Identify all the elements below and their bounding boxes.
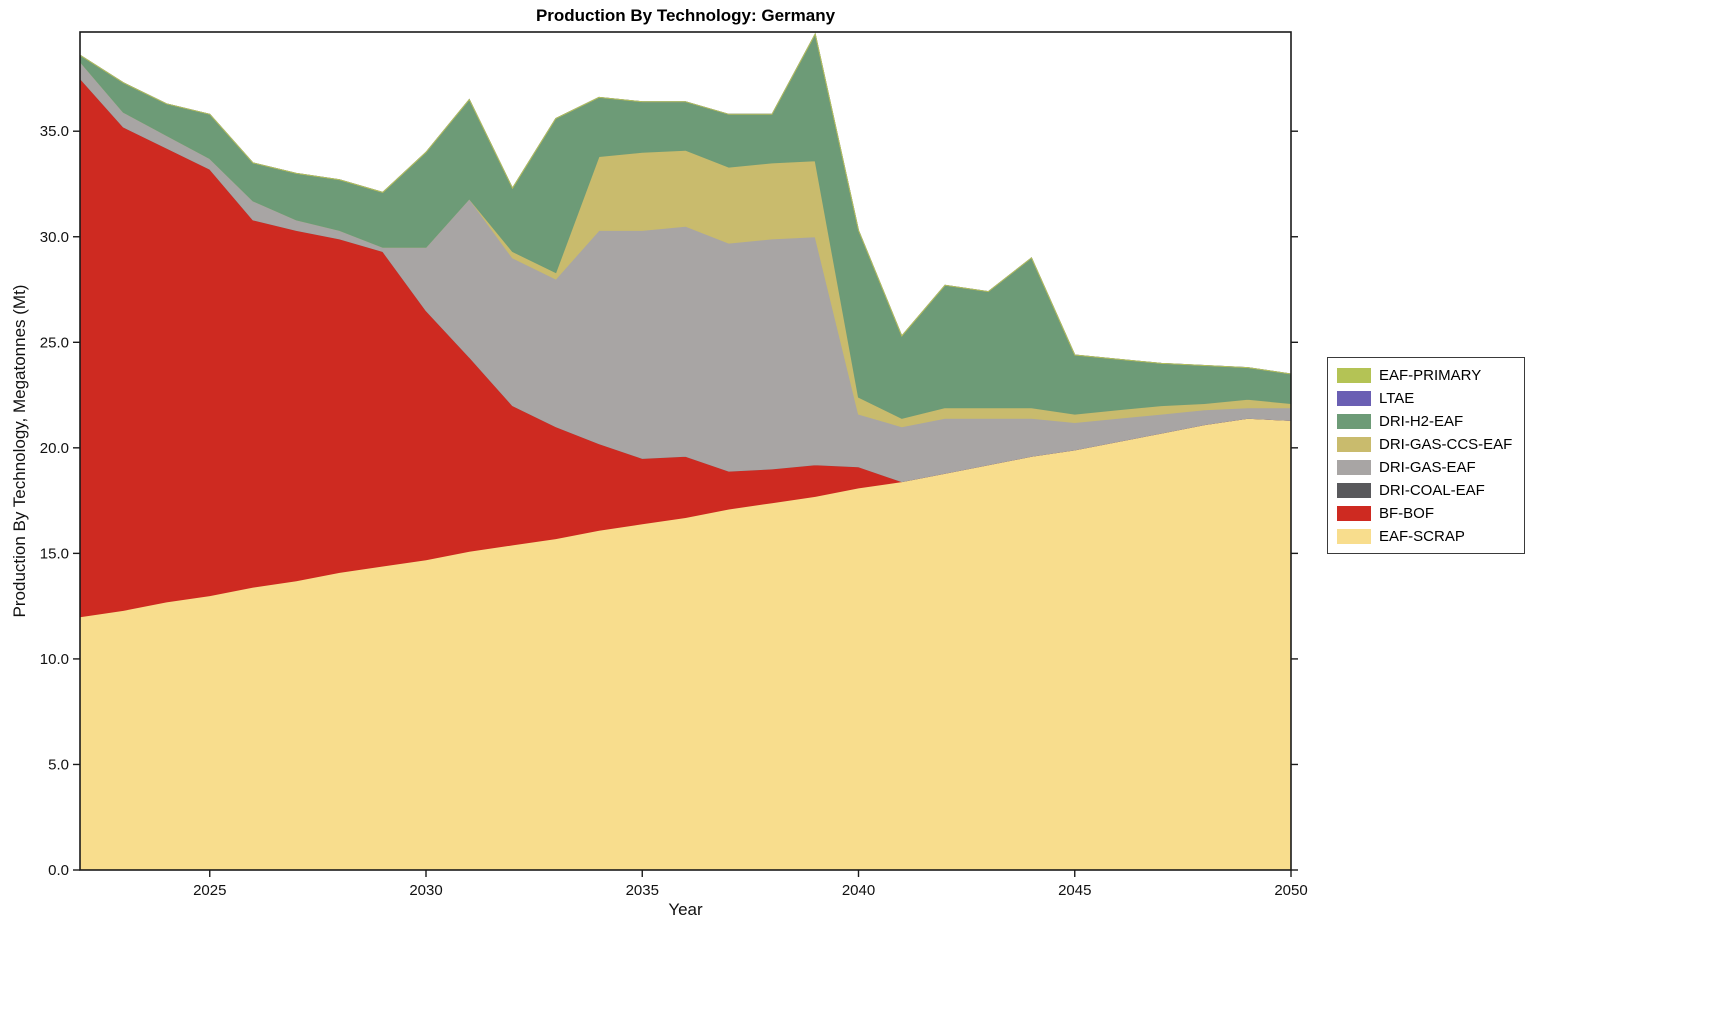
y-tick-label: 15.0 <box>40 545 69 562</box>
legend-item-dri-coal-eaf: DRI-COAL-EAF <box>1337 480 1512 500</box>
legend-item-dri-h2-eaf: DRI-H2-EAF <box>1337 411 1512 431</box>
y-tick-label: 20.0 <box>40 440 69 457</box>
legend: EAF-PRIMARY LTAE DRI-H2-EAF DRI-GAS-CCS-EAF… <box>1327 357 1526 554</box>
legend-label: DRI-GAS-EAF <box>1379 458 1476 476</box>
area-series-group <box>80 32 1291 870</box>
x-axis-label: Year <box>668 900 703 919</box>
legend-item-eaf-scrap: EAF-SCRAP <box>1337 526 1512 546</box>
x-tick-label: 2045 <box>1058 882 1091 899</box>
x-tick-label: 2025 <box>193 882 226 899</box>
y-tick-label: 5.0 <box>48 756 69 773</box>
legend-swatch-icon <box>1337 390 1371 406</box>
y-tick-label: 25.0 <box>40 334 69 351</box>
legend-item-bf-bof: BF-BOF <box>1337 503 1512 523</box>
legend-label: EAF-PRIMARY <box>1379 366 1482 384</box>
legend-item-eaf-primary: EAF-PRIMARY <box>1337 365 1512 385</box>
legend-swatch-icon <box>1337 413 1371 429</box>
legend-swatch-icon <box>1337 367 1371 383</box>
x-tick-label: 2035 <box>626 882 659 899</box>
x-tick-label: 2040 <box>842 882 875 899</box>
legend-swatch-icon <box>1337 528 1371 544</box>
legend-swatch-icon <box>1337 482 1371 498</box>
legend-label: BF-BOF <box>1379 504 1434 522</box>
legend-item-ltae: LTAE <box>1337 388 1512 408</box>
y-tick-label: 10.0 <box>40 651 69 668</box>
x-tick-label: 2030 <box>409 882 442 899</box>
legend-item-dri-gas-ccs-eaf: DRI-GAS-CCS-EAF <box>1337 434 1512 454</box>
y-tick-label: 0.0 <box>48 862 69 879</box>
legend-label: DRI-COAL-EAF <box>1379 481 1485 499</box>
y-tick-label: 30.0 <box>40 229 69 246</box>
legend-swatch-icon <box>1337 505 1371 521</box>
legend-label: DRI-GAS-CCS-EAF <box>1379 435 1513 453</box>
legend-swatch-icon <box>1337 459 1371 475</box>
legend-label: EAF-SCRAP <box>1379 527 1465 545</box>
chart-title: Production By Technology: Germany <box>535 6 836 25</box>
x-tick-label: 2050 <box>1274 882 1307 899</box>
y-tick-label: 35.0 <box>40 123 69 140</box>
legend-swatch-icon <box>1337 436 1371 452</box>
legend-item-dri-gas-eaf: DRI-GAS-EAF <box>1337 457 1512 477</box>
plot-frame <box>79 31 1292 871</box>
legend-label: LTAE <box>1379 389 1415 407</box>
legend-label: DRI-H2-EAF <box>1379 412 1464 430</box>
area-eaf-primary <box>80 32 1291 375</box>
